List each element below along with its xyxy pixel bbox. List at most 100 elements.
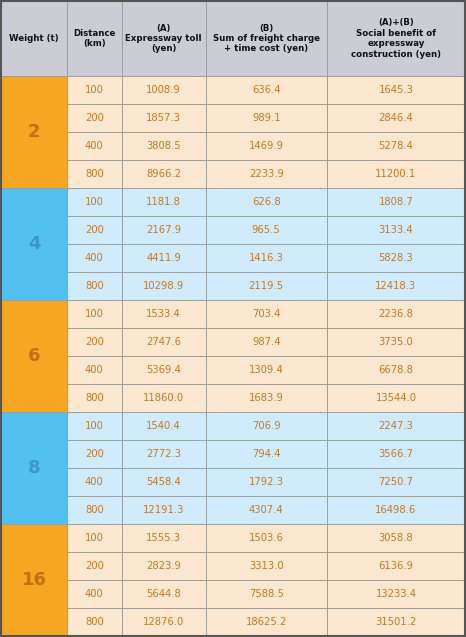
Text: 1683.9: 1683.9 <box>249 393 284 403</box>
Text: 200: 200 <box>85 561 104 571</box>
Bar <box>327 468 465 496</box>
Text: 11200.1: 11200.1 <box>375 169 417 179</box>
Bar <box>327 132 465 160</box>
Text: 2119.5: 2119.5 <box>249 281 284 291</box>
Text: 1540.4: 1540.4 <box>146 421 181 431</box>
Text: 1309.4: 1309.4 <box>249 365 284 375</box>
Text: 2747.6: 2747.6 <box>146 337 181 347</box>
Text: Distance
(km): Distance (km) <box>73 29 116 48</box>
Text: 6678.8: 6678.8 <box>378 365 413 375</box>
Text: 2236.8: 2236.8 <box>378 309 413 319</box>
Bar <box>67 1 122 76</box>
Bar <box>327 608 465 636</box>
Bar <box>206 580 327 608</box>
Bar <box>122 300 206 328</box>
Text: 10298.9: 10298.9 <box>143 281 184 291</box>
Bar <box>122 104 206 132</box>
Text: Weight (t): Weight (t) <box>9 34 59 43</box>
Text: 100: 100 <box>85 309 104 319</box>
Bar <box>67 496 122 524</box>
Text: 965.5: 965.5 <box>252 225 281 235</box>
Bar <box>1 412 67 524</box>
Bar <box>67 272 122 300</box>
Text: 1416.3: 1416.3 <box>249 253 284 263</box>
Bar <box>122 216 206 244</box>
Text: 100: 100 <box>85 197 104 207</box>
Bar <box>67 384 122 412</box>
Text: 400: 400 <box>85 253 103 263</box>
Text: 1808.7: 1808.7 <box>378 197 413 207</box>
Text: 1857.3: 1857.3 <box>146 113 181 123</box>
Bar <box>67 608 122 636</box>
Text: 1008.9: 1008.9 <box>146 85 181 95</box>
Text: 5458.4: 5458.4 <box>146 477 181 487</box>
Bar <box>206 132 327 160</box>
Bar <box>122 1 206 76</box>
Text: 6: 6 <box>27 347 40 365</box>
Bar <box>327 328 465 356</box>
Text: 794.4: 794.4 <box>252 449 281 459</box>
Bar <box>122 356 206 384</box>
Bar <box>206 216 327 244</box>
Bar <box>1 188 67 300</box>
Bar <box>67 188 122 216</box>
Text: 100: 100 <box>85 421 104 431</box>
Bar <box>327 412 465 440</box>
Text: 12191.3: 12191.3 <box>143 505 185 515</box>
Bar <box>122 188 206 216</box>
Bar <box>67 244 122 272</box>
Text: 100: 100 <box>85 85 104 95</box>
Bar <box>206 1 327 76</box>
Bar <box>67 552 122 580</box>
Bar <box>122 384 206 412</box>
Bar <box>67 524 122 552</box>
Bar <box>67 216 122 244</box>
Text: 989.1: 989.1 <box>252 113 281 123</box>
Bar <box>327 496 465 524</box>
Bar <box>327 104 465 132</box>
Bar <box>206 552 327 580</box>
Bar <box>327 160 465 188</box>
Bar <box>122 608 206 636</box>
Text: 636.4: 636.4 <box>252 85 281 95</box>
Text: 1792.3: 1792.3 <box>249 477 284 487</box>
Bar <box>327 216 465 244</box>
Bar <box>206 272 327 300</box>
Text: 800: 800 <box>85 505 103 515</box>
Text: (A)
Expressway toll
(yen): (A) Expressway toll (yen) <box>125 24 202 54</box>
Text: 2846.4: 2846.4 <box>378 113 413 123</box>
Bar <box>327 1 465 76</box>
Bar <box>1 300 67 412</box>
Bar <box>67 104 122 132</box>
Bar <box>122 552 206 580</box>
Text: 200: 200 <box>85 113 104 123</box>
Text: 2233.9: 2233.9 <box>249 169 284 179</box>
Text: 8966.2: 8966.2 <box>146 169 181 179</box>
Text: 3313.0: 3313.0 <box>249 561 283 571</box>
Bar <box>122 272 206 300</box>
Text: 1645.3: 1645.3 <box>378 85 413 95</box>
Bar <box>327 384 465 412</box>
Bar <box>327 524 465 552</box>
Bar <box>122 580 206 608</box>
Text: 5828.3: 5828.3 <box>378 253 413 263</box>
Text: 800: 800 <box>85 393 103 403</box>
Text: 3808.5: 3808.5 <box>146 141 181 151</box>
Text: (A)+(B)
Social benefit of
expressway
construction (yen): (A)+(B) Social benefit of expressway con… <box>351 18 441 59</box>
Text: 16: 16 <box>21 571 47 589</box>
Bar <box>122 328 206 356</box>
Bar <box>1 1 67 76</box>
Bar <box>327 580 465 608</box>
Bar <box>67 160 122 188</box>
Text: 2247.3: 2247.3 <box>378 421 413 431</box>
Bar <box>1 76 67 188</box>
Bar <box>206 608 327 636</box>
Text: 11860.0: 11860.0 <box>143 393 184 403</box>
Bar <box>1 524 67 636</box>
Text: 1533.4: 1533.4 <box>146 309 181 319</box>
Text: 400: 400 <box>85 365 103 375</box>
Bar <box>122 468 206 496</box>
Text: 2167.9: 2167.9 <box>146 225 181 235</box>
Text: 4307.4: 4307.4 <box>249 505 283 515</box>
Text: 400: 400 <box>85 141 103 151</box>
